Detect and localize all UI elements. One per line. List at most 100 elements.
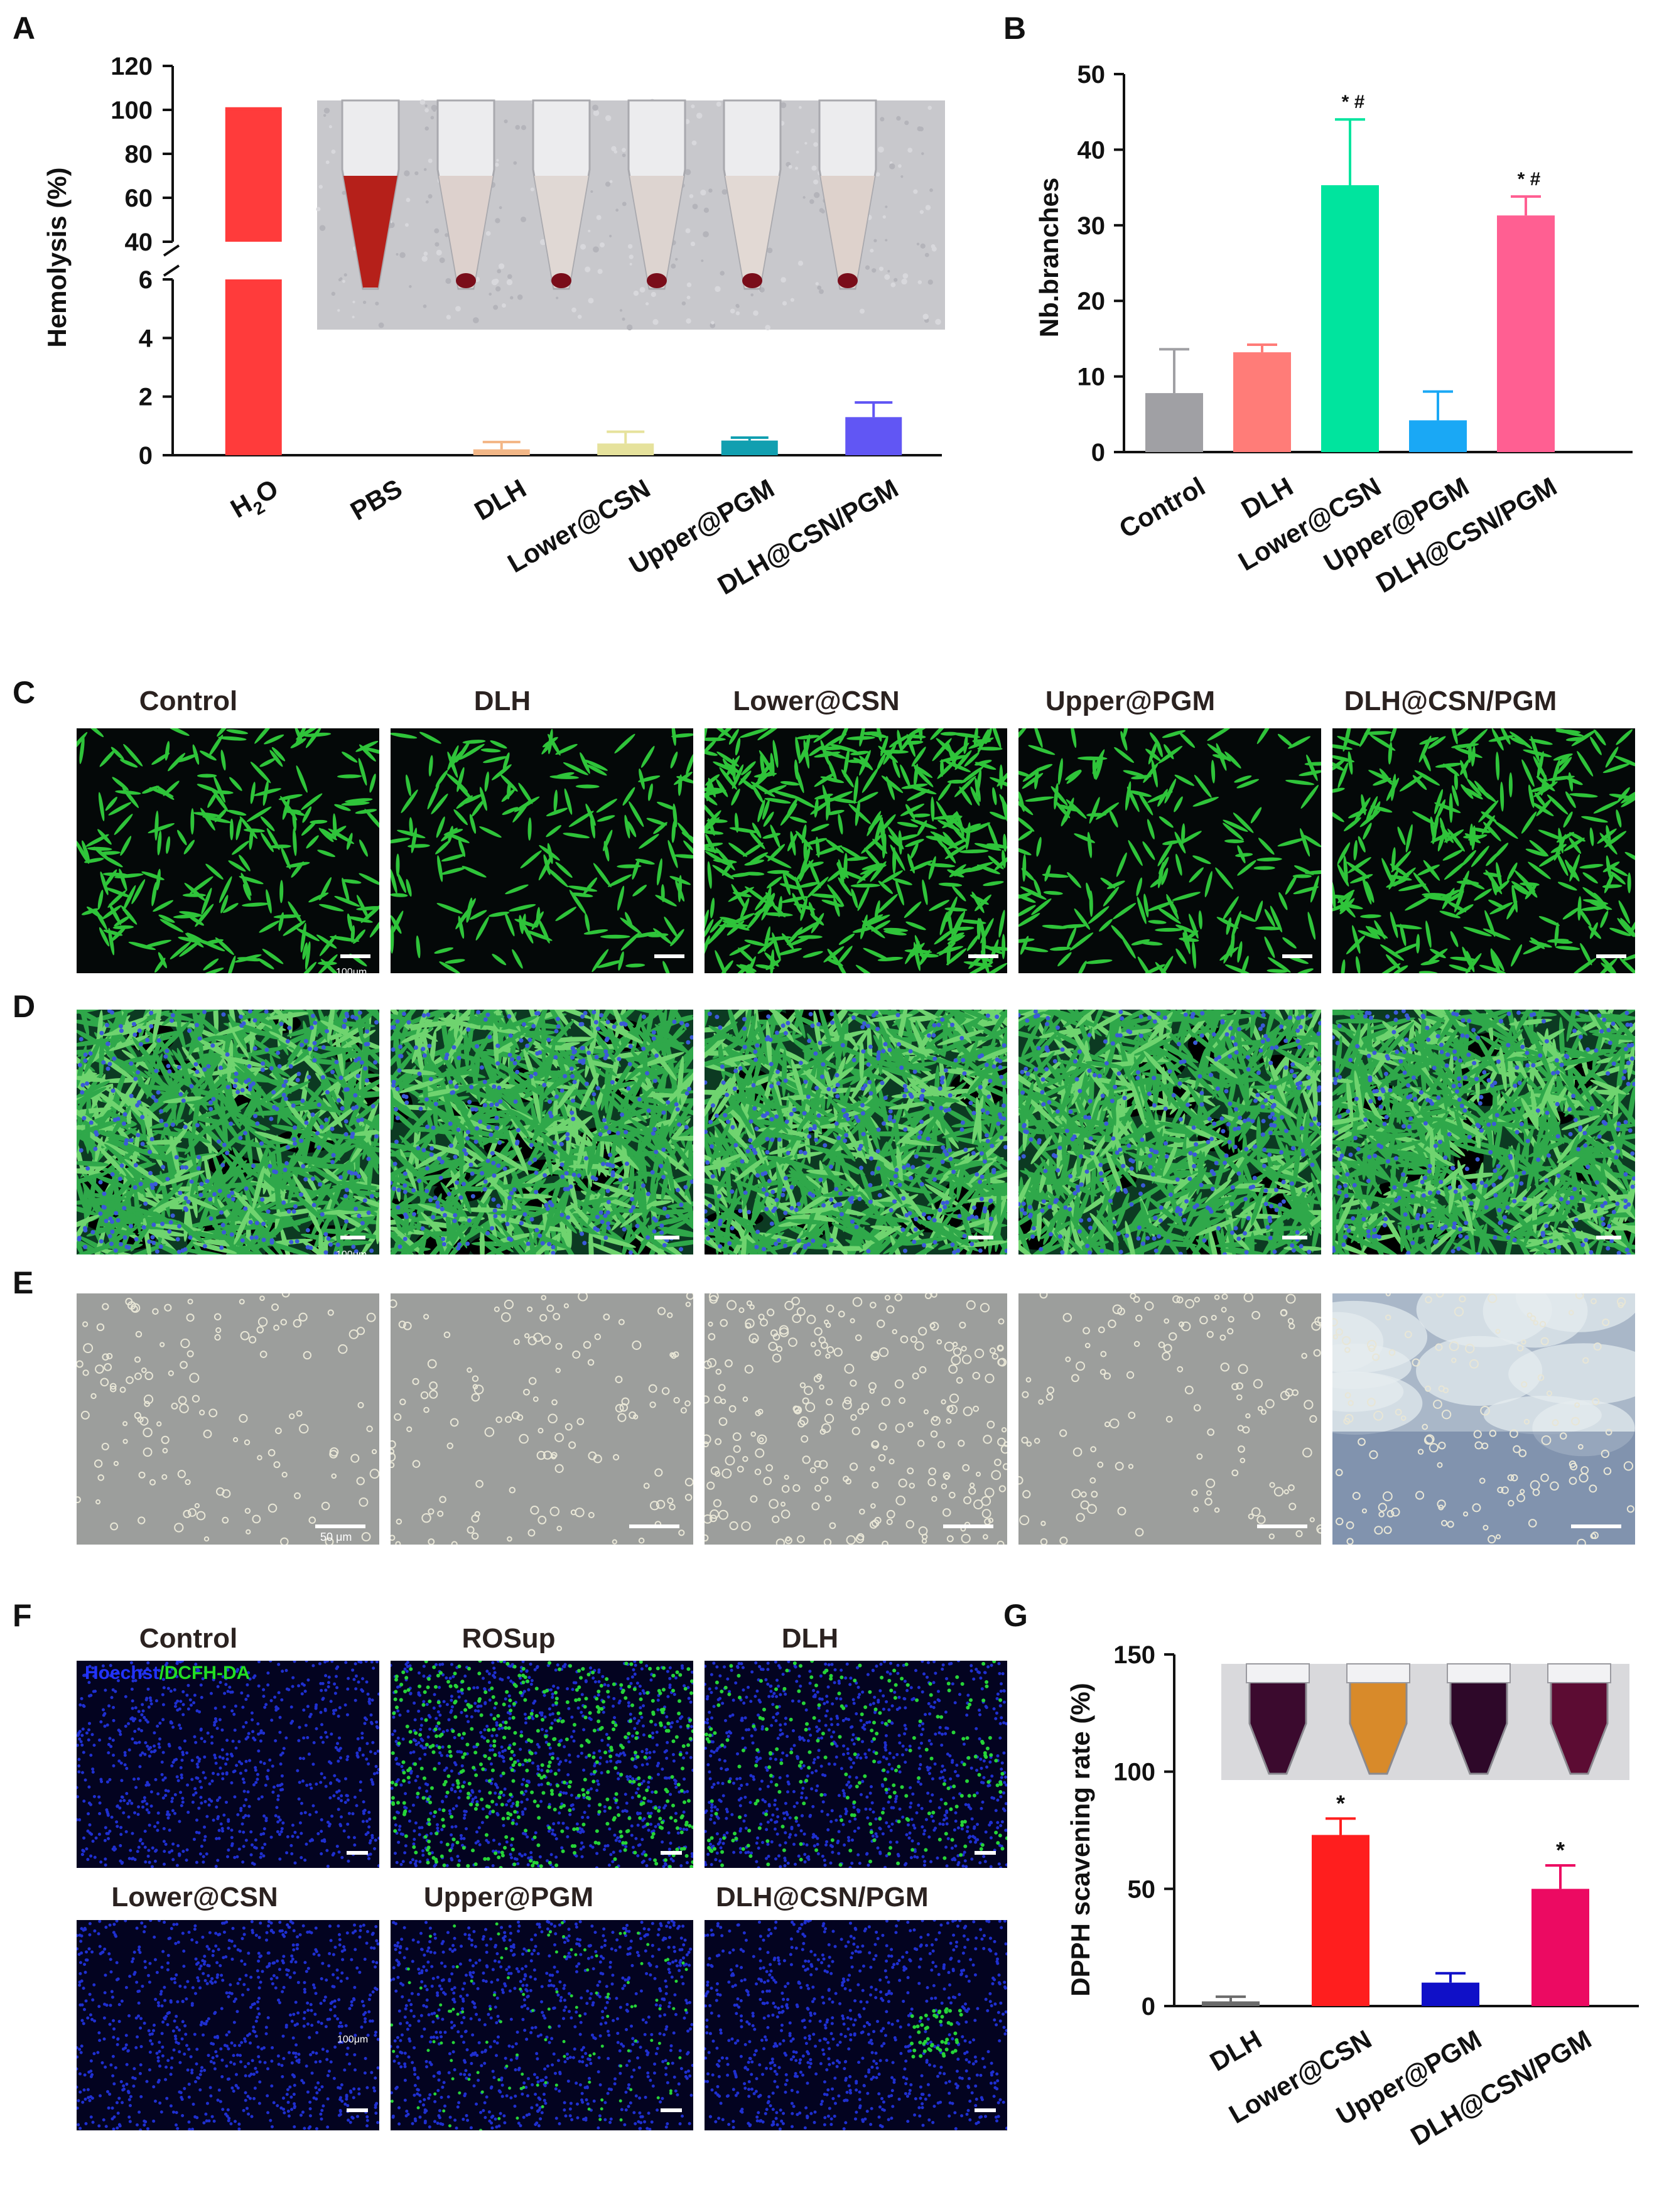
cell — [563, 833, 590, 839]
cell — [1471, 828, 1491, 833]
cell — [910, 860, 933, 871]
cell — [1610, 871, 1626, 885]
cell — [105, 796, 117, 811]
nucleus — [145, 1038, 150, 1043]
nucleus — [892, 1119, 897, 1124]
cell — [352, 1129, 379, 1136]
nucleus — [651, 1131, 656, 1136]
nucleus — [225, 1084, 230, 1089]
cell — [1307, 912, 1316, 940]
cell — [983, 881, 1004, 887]
nucleus — [229, 1121, 234, 1126]
nucleus — [829, 1164, 834, 1169]
nucleus — [247, 1064, 252, 1069]
nucleus — [77, 1062, 82, 1067]
cell — [883, 1172, 914, 1192]
cell — [177, 829, 187, 846]
nucleus — [661, 1175, 666, 1180]
nucleus — [754, 1244, 759, 1249]
nucleus — [816, 1113, 821, 1118]
cell — [907, 1086, 956, 1098]
photo-texture — [889, 163, 895, 170]
cell — [173, 1064, 208, 1080]
cell — [313, 1141, 349, 1168]
cell — [84, 858, 104, 863]
nucleus — [883, 1096, 888, 1101]
cell — [1380, 944, 1405, 961]
nucleus — [534, 1170, 539, 1175]
nucleus — [554, 1094, 559, 1099]
nucleus — [596, 1026, 601, 1031]
cell — [1465, 953, 1482, 973]
cell — [927, 1010, 951, 1029]
cell — [77, 1237, 111, 1254]
nucleus — [369, 1248, 374, 1253]
cell — [1100, 877, 1116, 888]
nucleus — [866, 1062, 871, 1067]
cell — [334, 895, 360, 907]
nucleus — [418, 1106, 423, 1111]
cell — [968, 1156, 998, 1185]
cell — [160, 1104, 178, 1140]
cell — [1619, 958, 1635, 973]
cell — [111, 1164, 121, 1213]
cell — [731, 789, 740, 806]
cell — [857, 885, 870, 911]
cell — [110, 925, 127, 942]
tube-cap — [1547, 1663, 1611, 1683]
cell — [182, 893, 207, 897]
photo-texture — [810, 128, 816, 134]
cell — [229, 1206, 235, 1247]
nucleus — [492, 1173, 497, 1178]
nucleus — [593, 1020, 598, 1025]
cell — [555, 907, 577, 921]
cell — [1449, 964, 1471, 973]
cell — [846, 856, 868, 861]
cell — [754, 892, 770, 911]
nucleus — [448, 1079, 453, 1084]
photo-texture — [319, 225, 326, 231]
nucleus — [166, 1064, 171, 1069]
cell — [552, 1095, 558, 1135]
cell — [1164, 779, 1177, 804]
cell — [555, 861, 573, 878]
nucleus — [306, 1075, 311, 1080]
nucleus — [391, 1083, 396, 1088]
cell — [969, 822, 991, 833]
cell — [917, 820, 927, 836]
cell — [1500, 728, 1511, 745]
nucleus — [834, 1073, 840, 1078]
cell — [435, 770, 448, 787]
nucleus — [494, 1125, 499, 1130]
cell — [1099, 919, 1113, 932]
cell — [358, 758, 367, 786]
nucleus — [465, 1136, 470, 1141]
cell — [647, 783, 653, 801]
cell — [1571, 730, 1597, 747]
nucleus — [565, 1136, 570, 1141]
photo-texture — [495, 286, 501, 292]
cell — [1277, 838, 1305, 847]
tube-contents — [725, 176, 779, 288]
cell — [892, 1139, 942, 1146]
cell — [673, 772, 693, 785]
cell — [919, 1010, 961, 1037]
nucleus — [159, 1109, 164, 1114]
cell — [142, 785, 159, 794]
cell — [789, 816, 807, 823]
cell — [1352, 925, 1361, 954]
photo-texture — [421, 256, 428, 262]
nucleus — [522, 1212, 527, 1217]
cell — [841, 769, 854, 788]
cell — [113, 1057, 150, 1079]
cell — [77, 1164, 104, 1175]
nucleus — [433, 1101, 438, 1106]
cell — [960, 1206, 973, 1243]
nucleus — [281, 1093, 286, 1098]
cell — [190, 808, 195, 835]
nucleus — [526, 1241, 531, 1246]
cell — [802, 1050, 839, 1070]
cell — [647, 1127, 672, 1171]
cell — [1159, 956, 1174, 973]
cell — [1223, 819, 1248, 832]
